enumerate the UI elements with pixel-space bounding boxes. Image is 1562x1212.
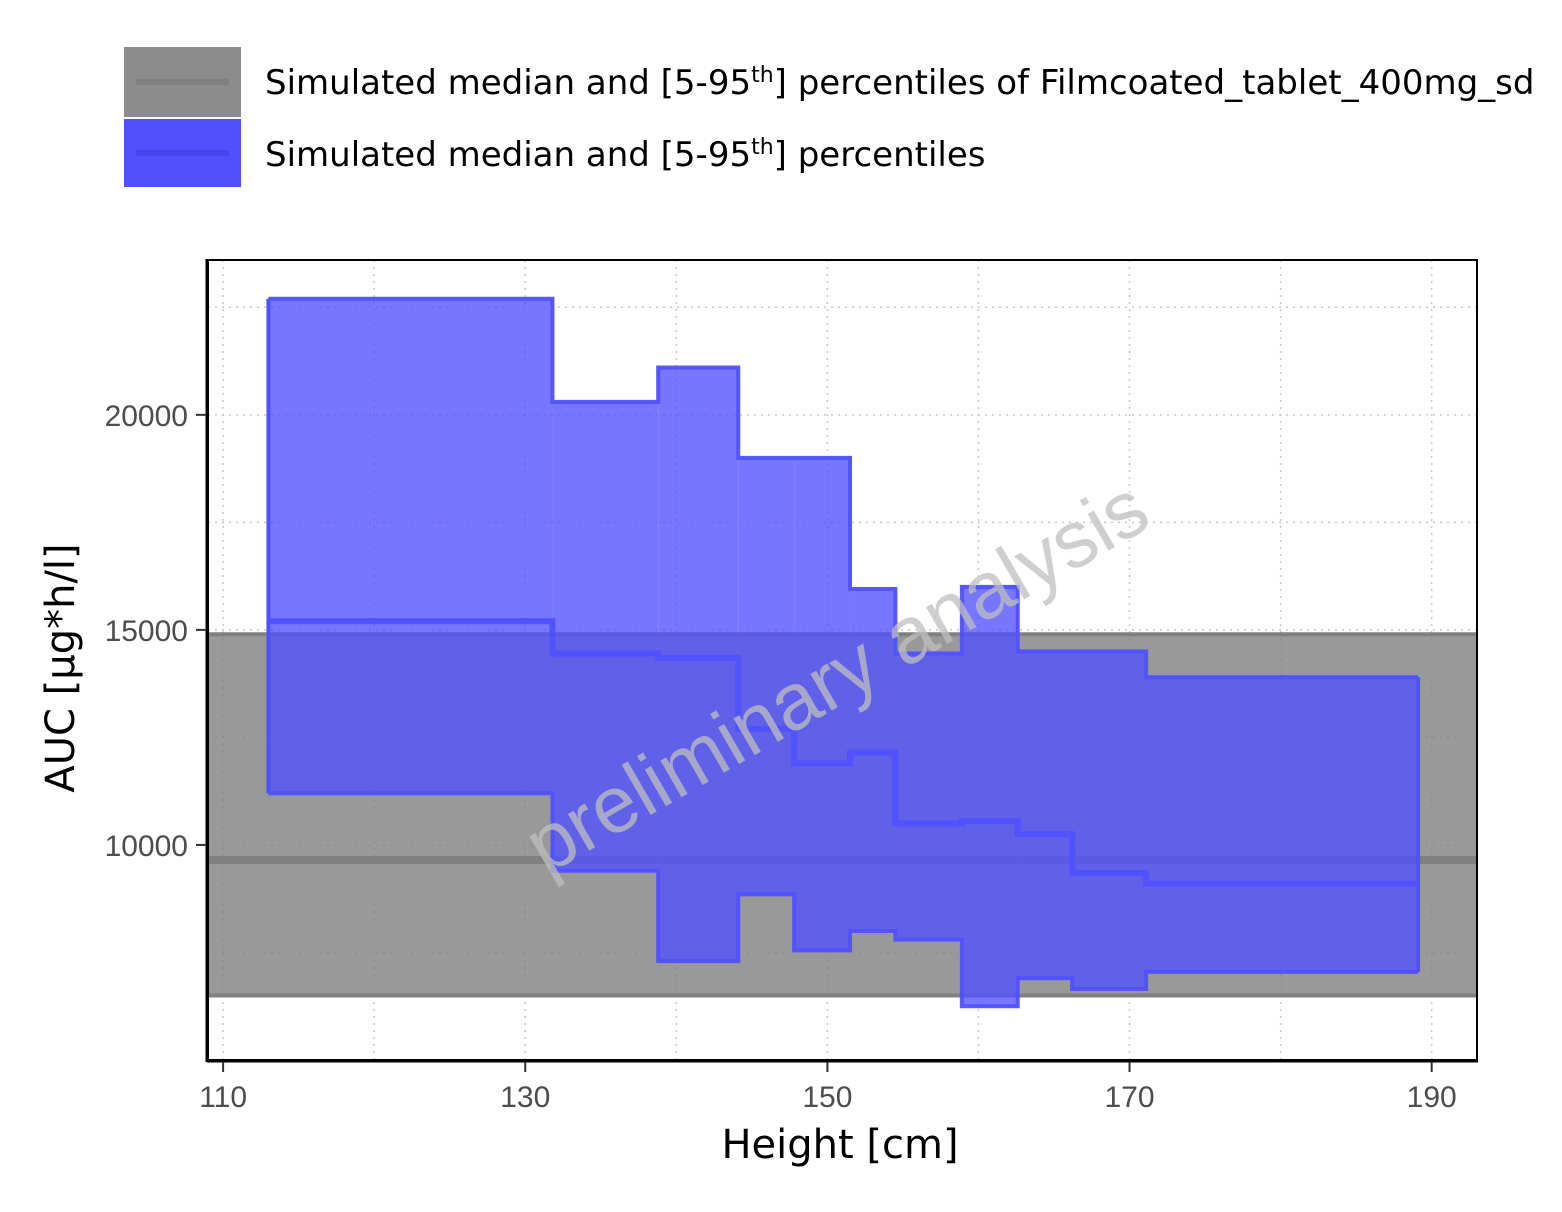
percentile-bin-area	[658, 367, 739, 962]
percentile-bin-area	[1017, 651, 1073, 979]
x-axis-title: Height [cm]	[721, 1122, 958, 1168]
percentile-bin-area	[895, 653, 962, 940]
upper-percentile-line	[268, 296, 1419, 680]
x-tick-label: 150	[802, 1081, 852, 1114]
percentile-bin-area	[268, 298, 553, 794]
x-tick-label: 170	[1105, 1081, 1155, 1114]
x-tick-label: 110	[199, 1081, 247, 1114]
legend-key-simulated	[124, 119, 241, 187]
percentile-bin-area	[961, 586, 1018, 1007]
legend-label-reference: Simulated median and [5-95th] percentile…	[265, 63, 1534, 103]
percentile-bin-area	[738, 457, 795, 895]
percentile-bin-area	[850, 589, 896, 931]
lower-percentile-line	[268, 791, 1419, 1009]
percentile-bin-area	[1146, 677, 1419, 972]
percentile-bin-area	[794, 457, 851, 951]
legend-key-reference	[124, 47, 241, 117]
y-tick-label: 20000	[105, 400, 188, 433]
y-tick-label: 15000	[105, 615, 188, 648]
y-axis-title: AUC [µg*h/l]	[38, 543, 84, 792]
legend-label-simulated: Simulated median and [5-95th] percentile…	[265, 135, 985, 175]
x-tick-label: 130	[500, 1081, 550, 1114]
median-line	[268, 618, 1419, 887]
y-tick-label: 10000	[105, 830, 188, 863]
y-axis-ticks: 10000 15000 20000	[105, 400, 206, 863]
x-tick-label: 190	[1407, 1081, 1457, 1114]
simulated-bands	[266, 296, 1421, 1009]
percentile-bin-area	[1072, 651, 1147, 990]
percentile-bin-area	[552, 401, 659, 871]
legend: Simulated median and [5-95th] percentile…	[124, 47, 1534, 187]
x-axis-ticks: 110 130 150 170 190	[199, 1062, 1457, 1114]
plot-panel: preliminary analysis	[205, 259, 1478, 1063]
